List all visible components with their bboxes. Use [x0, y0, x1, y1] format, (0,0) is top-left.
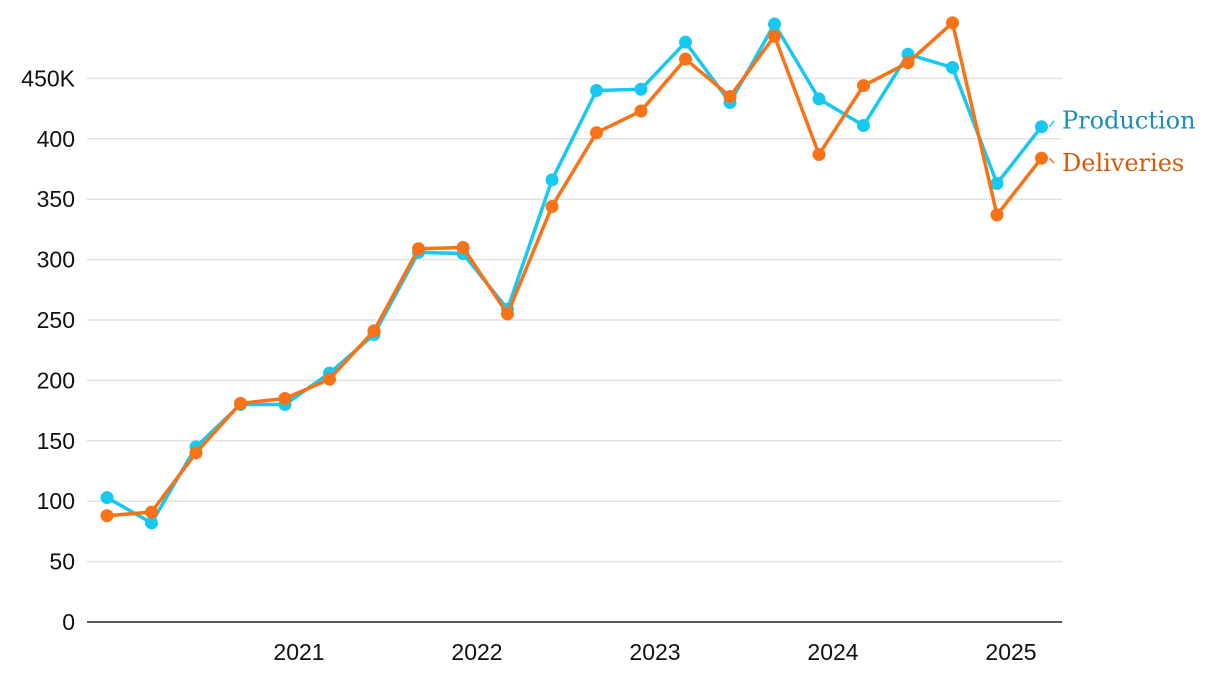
- data-point: [679, 35, 692, 49]
- data-point: [189, 446, 203, 460]
- x-tick-label: 2023: [629, 639, 680, 665]
- x-axis-tick-labels: 2021 2022 2023 2024 2025: [273, 639, 1036, 665]
- data-point: [990, 208, 1004, 222]
- y-tick-label: 250: [37, 307, 75, 333]
- data-point: [901, 56, 915, 70]
- data-point: [278, 392, 292, 406]
- data-point: [946, 16, 959, 30]
- series-production: [100, 17, 1048, 530]
- data-point: [768, 17, 781, 31]
- y-tick-label: 100: [37, 488, 75, 514]
- label-leader: [1048, 120, 1055, 128]
- data-point: [812, 92, 826, 106]
- data-point: [456, 241, 470, 255]
- data-point: [323, 372, 336, 386]
- series-line: [105, 22, 1044, 525]
- series-label: Production: [1062, 107, 1196, 135]
- x-tick-label: 2022: [451, 639, 502, 665]
- data-point: [145, 516, 158, 530]
- data-point: [367, 324, 381, 338]
- data-point: [100, 509, 114, 523]
- series-line: [105, 21, 1044, 518]
- data-point: [634, 104, 648, 118]
- series-layer: [100, 16, 1048, 530]
- data-point: [634, 82, 648, 96]
- data-point: [590, 126, 603, 140]
- y-tick-label: 150: [37, 428, 75, 454]
- gridlines: [87, 77, 1062, 563]
- data-point: [857, 79, 870, 93]
- y-tick-label: 200: [37, 367, 75, 393]
- series-label: Deliveries: [1062, 149, 1184, 177]
- data-point: [234, 396, 247, 410]
- x-tick-label: 2021: [273, 639, 324, 665]
- label-leader: [1048, 157, 1055, 164]
- data-point: [145, 505, 158, 519]
- data-point: [812, 148, 826, 162]
- data-point: [100, 491, 114, 505]
- data-point: [501, 307, 514, 321]
- y-tick-label: 0: [62, 609, 75, 635]
- data-point: [679, 52, 692, 66]
- data-point: [545, 173, 559, 187]
- y-tick-label: 300: [37, 247, 75, 273]
- data-point: [990, 176, 1004, 190]
- y-tick-label: 50: [49, 549, 75, 575]
- data-point: [768, 29, 781, 43]
- y-axis-tick-labels: 0 50 100 150 200 250 300 350 400 450K: [21, 65, 75, 635]
- y-tick-label: 450K: [21, 65, 75, 91]
- series-labels: Production Deliveries: [1048, 107, 1196, 177]
- data-point: [1035, 120, 1048, 134]
- data-point: [412, 242, 425, 256]
- data-point: [946, 61, 959, 75]
- data-point: [590, 83, 603, 97]
- y-tick-label: 400: [37, 126, 75, 152]
- x-tick-label: 2024: [807, 639, 858, 665]
- data-point: [1035, 151, 1048, 165]
- data-point: [545, 199, 559, 213]
- data-point: [723, 90, 737, 104]
- y-tick-label: 350: [37, 186, 75, 212]
- data-point: [857, 119, 870, 133]
- x-tick-label: 2025: [985, 639, 1036, 665]
- series-deliveries: [100, 16, 1048, 523]
